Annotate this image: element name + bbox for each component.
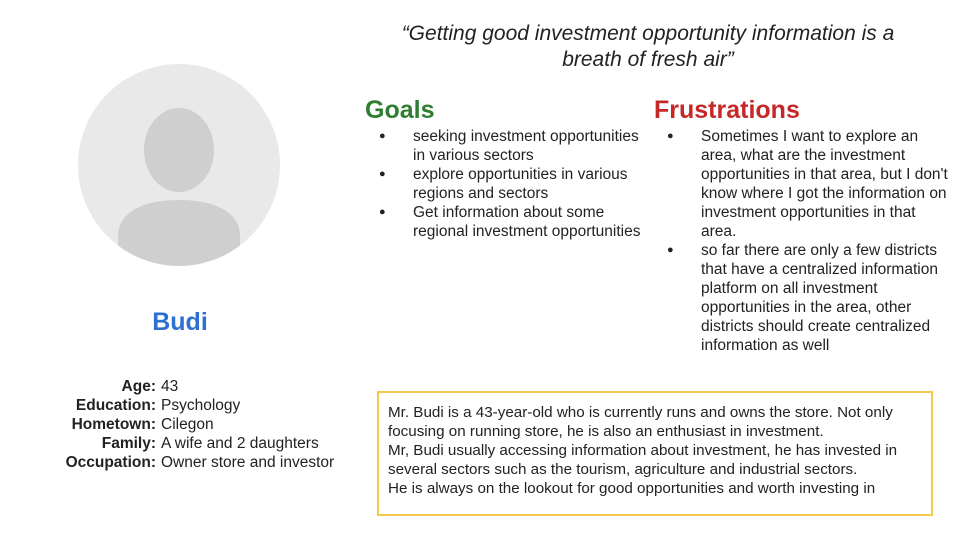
detail-row-age: Age: 43 bbox=[48, 377, 334, 396]
bio-line: He is always on the lookout for good opp… bbox=[388, 480, 876, 497]
bio-line: Mr. Budi is a 43-year-old who is current… bbox=[388, 404, 893, 440]
bio-line: Mr, Budi usually accessing information a… bbox=[388, 442, 898, 478]
frustration-item: Sometimes I want to explore an area, wha… bbox=[664, 127, 948, 241]
bio-box: Mr. Budi is a 43-year-old who is current… bbox=[377, 391, 933, 516]
goals-list: seeking investment opportunities in vari… bbox=[376, 127, 648, 241]
person-placeholder-icon bbox=[118, 108, 240, 266]
persona-quote: “Getting good investment opportunity inf… bbox=[401, 22, 895, 71]
persona-name: Budi bbox=[152, 308, 208, 336]
frustration-item: so far there are only a few districts th… bbox=[664, 241, 948, 355]
goal-item: Get information about some regional inve… bbox=[376, 203, 648, 241]
avatar bbox=[78, 64, 280, 266]
goals-heading: Goals bbox=[365, 96, 435, 124]
detail-row-occupation: Occupation: Owner store and investor bbox=[48, 453, 335, 472]
detail-label: Education: bbox=[75, 397, 156, 414]
goal-item: explore opportunities in various regions… bbox=[376, 165, 648, 203]
detail-value: Cilegon bbox=[161, 416, 214, 433]
detail-label: Family: bbox=[101, 435, 156, 452]
frustrations-list: Sometimes I want to explore an area, wha… bbox=[664, 127, 948, 355]
detail-label: Occupation: bbox=[65, 454, 156, 471]
persona-details: Age: 43 Education: Psychology Hometown: … bbox=[48, 377, 335, 472]
detail-value: Psychology bbox=[161, 397, 241, 414]
detail-row-hometown: Hometown: Cilegon bbox=[48, 415, 334, 434]
goal-item: seeking investment opportunities in vari… bbox=[376, 127, 648, 165]
detail-label: Hometown: bbox=[71, 416, 156, 433]
detail-row-family: Family: A wife and 2 daughters bbox=[48, 434, 334, 453]
frustrations-heading: Frustrations bbox=[654, 96, 800, 124]
detail-value: 43 bbox=[161, 378, 179, 395]
detail-value: Owner store and investor bbox=[161, 454, 335, 471]
detail-row-education: Education: Psychology bbox=[48, 396, 334, 415]
detail-label: Age: bbox=[121, 378, 156, 395]
detail-value: A wife and 2 daughters bbox=[161, 435, 319, 452]
